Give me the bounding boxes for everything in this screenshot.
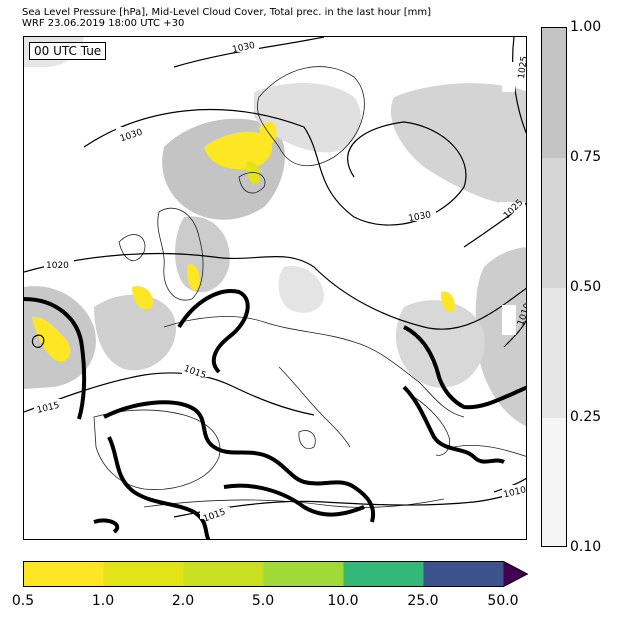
- precip-tick-label: 1.0: [91, 593, 115, 609]
- precip-band: [183, 561, 264, 587]
- isobar-label: 1020: [46, 261, 69, 271]
- cloud-cover-layer: [24, 37, 526, 426]
- precip-band: [23, 561, 104, 587]
- cloud-patch-biscay: [94, 294, 176, 371]
- coast-greece: [413, 396, 451, 456]
- map-canvas: 1030 1025 1030 1030 1025 1020 1015 1015 …: [24, 37, 527, 539]
- precip-patch-north-sea: [204, 131, 273, 170]
- precip-band: [103, 561, 184, 587]
- thick-contour-greece: [402, 385, 505, 464]
- precip-band: [343, 561, 424, 587]
- cloud-band: [542, 288, 566, 418]
- cloud-patch-carpathians: [396, 300, 485, 388]
- isobar-1025-north-east: [512, 37, 526, 134]
- coast-sardinia: [298, 430, 316, 449]
- weather-map: 1030 1025 1030 1030 1025 1020 1015 1015 …: [23, 36, 527, 540]
- isobar-small-cell: [31, 334, 45, 348]
- cloud-tick-label: 0.50: [570, 279, 602, 295]
- precip-tick-label: 50.0: [487, 593, 519, 609]
- thick-contour-small: [93, 518, 120, 534]
- thick-contour-france: [177, 289, 250, 374]
- precip-patch-england: [186, 264, 200, 291]
- thick-contour-layer: [24, 289, 526, 539]
- precip-tick-label: 10.0: [327, 593, 359, 609]
- thick-contour-balkans: [403, 325, 526, 410]
- thick-contour-mediterranean: [223, 483, 365, 517]
- coastline-layer: [93, 66, 526, 508]
- isobar-1020: [24, 252, 526, 330]
- coast-scandinavia: [257, 66, 365, 166]
- isobar-1010-south-east: [493, 477, 526, 493]
- precip-patch-east: [440, 291, 455, 313]
- precip-band-extend-arrow: [503, 561, 528, 587]
- coast-ireland: [118, 234, 146, 262]
- precip-patch-atlantic: [32, 316, 71, 362]
- precip-tick-label: 25.0: [407, 593, 439, 609]
- isobar-1010-east: [503, 319, 526, 348]
- cloud-band: [542, 28, 566, 158]
- isobar-labels: 1030 1025 1030 1030 1025 1020 1015 1015 …: [34, 40, 527, 525]
- cloud-tick-label: 1.00: [570, 19, 602, 35]
- precip-tick-label: 5.0: [251, 593, 275, 609]
- cloud-tick-label: 0.10: [570, 539, 602, 555]
- isobar-label: 1025: [517, 55, 527, 79]
- precip-patch-norway: [259, 121, 277, 145]
- precip-tick-label: 0.5: [11, 593, 35, 609]
- coast-iberia: [93, 409, 221, 490]
- precipitation-colorbar: [23, 561, 528, 587]
- cloud-band: [542, 158, 566, 288]
- coast-britain: [157, 207, 204, 301]
- thick-contour-iberia: [103, 400, 375, 523]
- isobar-label: 1010: [503, 485, 527, 500]
- precip-band: [263, 561, 344, 587]
- isobar-label: 1030: [231, 41, 256, 56]
- precip-band: [423, 561, 504, 587]
- precip-layer: [32, 121, 455, 362]
- chart-title: Sea Level Pressure [hPa], Mid-Level Clou…: [22, 7, 432, 18]
- valid-time-label: 00 UTC Tue: [29, 42, 107, 60]
- precip-tick-label: 2.0: [171, 593, 195, 609]
- coast-turkey: [453, 444, 526, 457]
- thick-contour-south-west: [107, 436, 211, 539]
- chart-subtitle: WRF 23.06.2019 18:00 UTC +30: [22, 18, 185, 29]
- coast-italy: [278, 366, 351, 448]
- thick-contour-atlantic: [24, 297, 87, 420]
- cloud-patch-scandinavia: [254, 82, 362, 153]
- cloud-patch-east: [475, 247, 526, 426]
- precip-patch-channel: [132, 286, 153, 309]
- isobar-1030-main: [83, 108, 467, 226]
- cloud-patch-north-east: [390, 83, 526, 207]
- cloud-tick-label: 0.75: [570, 149, 602, 165]
- cloud-cover-colorbar: [541, 27, 567, 547]
- cloud-band: [542, 418, 566, 546]
- isobar-label: 1010: [516, 302, 527, 327]
- coast-central-europe: [163, 316, 465, 418]
- coast-denmark: [238, 172, 266, 194]
- isobar-label: 1030: [408, 210, 433, 224]
- cloud-tick-label: 0.25: [570, 409, 602, 425]
- cloud-patch-central: [278, 266, 324, 313]
